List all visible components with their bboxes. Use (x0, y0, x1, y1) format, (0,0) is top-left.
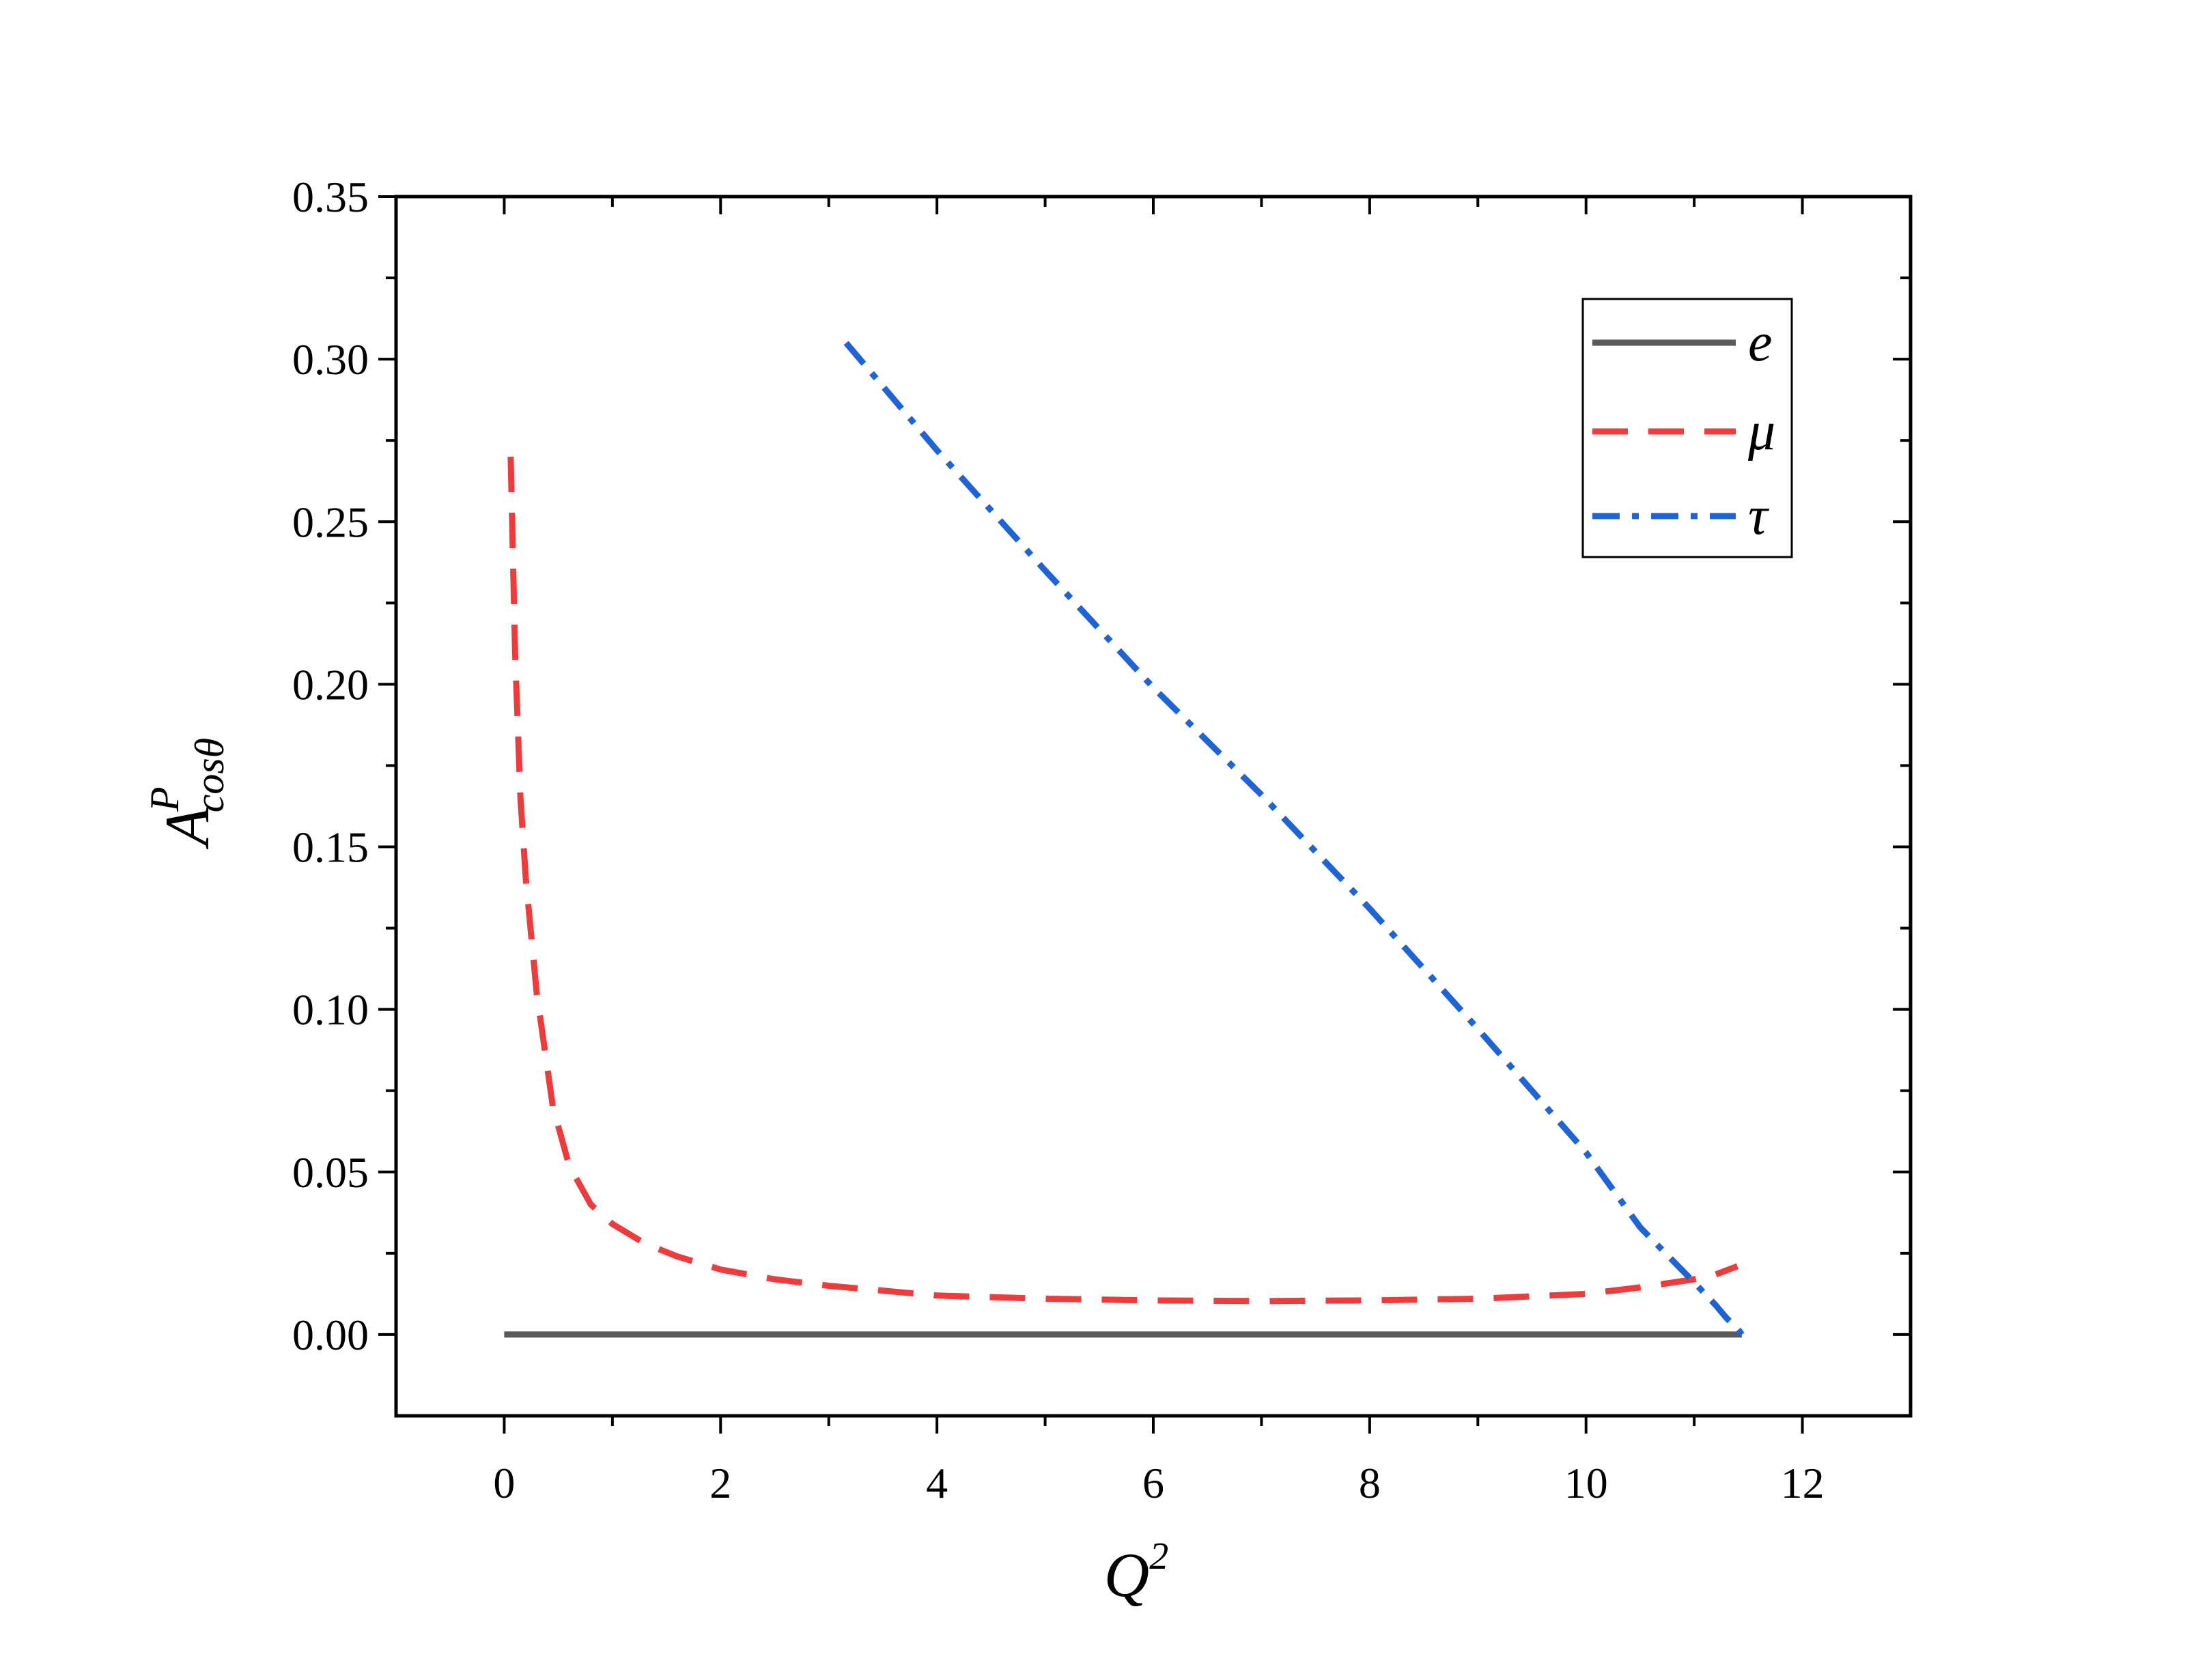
y-axis-title-main: A (152, 807, 222, 850)
x-tick-label: 6 (1142, 1459, 1164, 1507)
y-tick-label: 0.25 (292, 498, 369, 546)
y-tick-label: 0.30 (292, 335, 369, 384)
legend-label-tau: τ (1748, 486, 1770, 546)
legend-label-e: e (1748, 313, 1773, 373)
y-tick-label: 0.05 (292, 1148, 369, 1197)
legend-label-mu: μ (1747, 401, 1775, 461)
x-tick-label: 8 (1359, 1459, 1381, 1507)
axis-tick-labels: 0 2 4 6 8 10 12 0.00 0.05 0.10 0.15 0.20 0.25 0.30 0.3… (292, 173, 1825, 1507)
series-line-mu (507, 456, 1739, 1305)
x-tick-label: 4 (926, 1459, 948, 1507)
y-axis-title: APcosθ (142, 738, 232, 850)
y-tick-label: 0.10 (292, 986, 369, 1034)
x-tick-label: 12 (1781, 1459, 1825, 1507)
y-axis-title-subscript: cosθ (187, 738, 232, 812)
legend: e μ τ (1581, 298, 1793, 558)
y-axis-title-superscript: P (142, 786, 187, 812)
x-tick-label: 10 (1564, 1459, 1608, 1507)
y-tick-label: 0.35 (292, 173, 369, 221)
y-tick-label: 0.20 (292, 660, 369, 709)
y-axis-title-text: APcosθ (142, 738, 232, 850)
x-axis-title-superscript: 2 (1149, 1535, 1168, 1578)
x-tick-label: 0 (493, 1459, 515, 1507)
axis-ticks (378, 195, 1911, 1434)
x-tick-label: 2 (709, 1459, 731, 1507)
y-tick-label: 0.15 (292, 823, 369, 872)
x-axis-title-main: Q (1104, 1540, 1149, 1610)
series-lines (504, 341, 1745, 1338)
x-axis-title: Q2 (1104, 1535, 1168, 1610)
series-line-tau (843, 341, 1745, 1337)
y-tick-label: 0.00 (292, 1311, 369, 1359)
